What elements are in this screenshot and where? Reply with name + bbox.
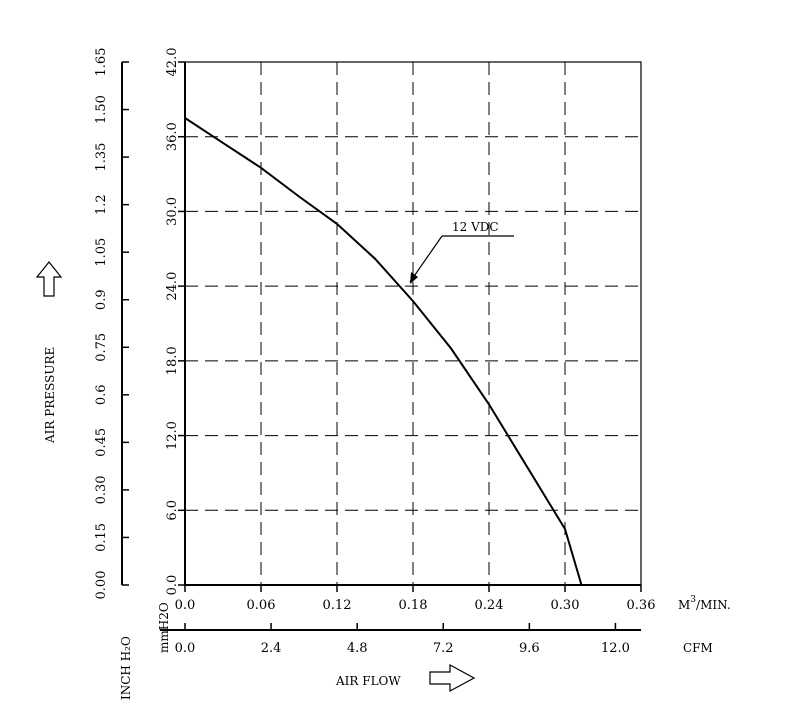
cfm-tick-label: 2.4 <box>261 641 282 656</box>
inch-tick-label: 0.75 <box>94 333 109 362</box>
m3min-tick-label: 0.18 <box>399 598 428 613</box>
m3min-tick-label: 0.36 <box>627 598 656 613</box>
mmh2o-tick-label: 6.0 <box>165 500 180 521</box>
inch-tick-label: 0.00 <box>94 571 109 600</box>
annotation-arrowhead <box>410 272 418 284</box>
mmh2o-tick-label: 42.0 <box>165 48 180 77</box>
m3min-tick-label: 0.30 <box>551 598 580 613</box>
inch-tick-label: 0.15 <box>94 523 109 552</box>
cfm-tick-label: 0.0 <box>175 641 196 656</box>
series-line-12vdc <box>184 117 583 586</box>
inch-tick-label: 1.2 <box>94 194 109 215</box>
m3min-tick-label: 0.0 <box>175 598 196 613</box>
m3min-axis-ticks: 0.0 0.06 0.12 0.18 0.24 0.30 0.36 <box>175 585 656 613</box>
mmh2o-tick-label: 0.0 <box>165 575 180 596</box>
inch-tick-label: 1.35 <box>94 143 109 172</box>
inch-tick-label: 0.6 <box>94 384 109 405</box>
m3min-tick-label: 0.06 <box>247 598 276 613</box>
mmh2o-tick-label: 24.0 <box>165 272 180 301</box>
mmh2o-tick-label: 36.0 <box>165 122 180 151</box>
m3min-tick-label: 0.24 <box>475 598 504 613</box>
m3min-tick-label: 0.12 <box>323 598 352 613</box>
cfm-axis-title: CFM <box>683 641 713 655</box>
mmh2o-axis-title: mmH2O <box>157 602 171 653</box>
inch-tick-label: 0.30 <box>94 475 109 504</box>
annotation-label: 12 VDC <box>452 220 499 234</box>
inch-tick-label: 1.65 <box>94 48 109 77</box>
up-arrow-icon <box>35 261 63 297</box>
mmh2o-tick-label: 30.0 <box>165 197 180 226</box>
inch-tick-label: 0.45 <box>94 428 109 457</box>
inch-tick-label: 0.9 <box>94 289 109 310</box>
grid <box>185 62 641 585</box>
mmh2o-tick-label: 18.0 <box>165 346 180 375</box>
cfm-tick-label: 4.8 <box>347 641 368 656</box>
air-pressure-label: AIR PRESSURE <box>43 347 57 444</box>
annotation-arrow-line <box>409 235 443 283</box>
air-flow-label: AIR FLOW <box>335 674 401 688</box>
mmh2o-tick-label: 12.0 <box>165 421 180 450</box>
cfm-axis-ticks: 0.0 2.4 4.8 7.2 9.6 12.0 <box>175 623 630 656</box>
inch-axis-ticks: 0.00 0.15 0.30 0.45 0.6 0.75 0.9 1.05 1.2 1.35 1.5… <box>94 48 129 600</box>
m3min-axis-title: M3/MIN. <box>678 595 731 612</box>
inch-axis-title: INCH H₂O <box>119 636 133 700</box>
inch-tick-label: 1.05 <box>94 238 109 267</box>
cfm-tick-label: 12.0 <box>601 641 630 656</box>
mmh2o-axis-ticks: 0.0 6.0 12.0 18.0 24.0 30.0 36.0 42.0 <box>165 48 185 596</box>
right-arrow-icon <box>429 663 476 693</box>
cfm-tick-label: 9.6 <box>519 641 540 656</box>
inch-tick-label: 1.50 <box>94 95 109 124</box>
cfm-tick-label: 7.2 <box>433 641 454 656</box>
